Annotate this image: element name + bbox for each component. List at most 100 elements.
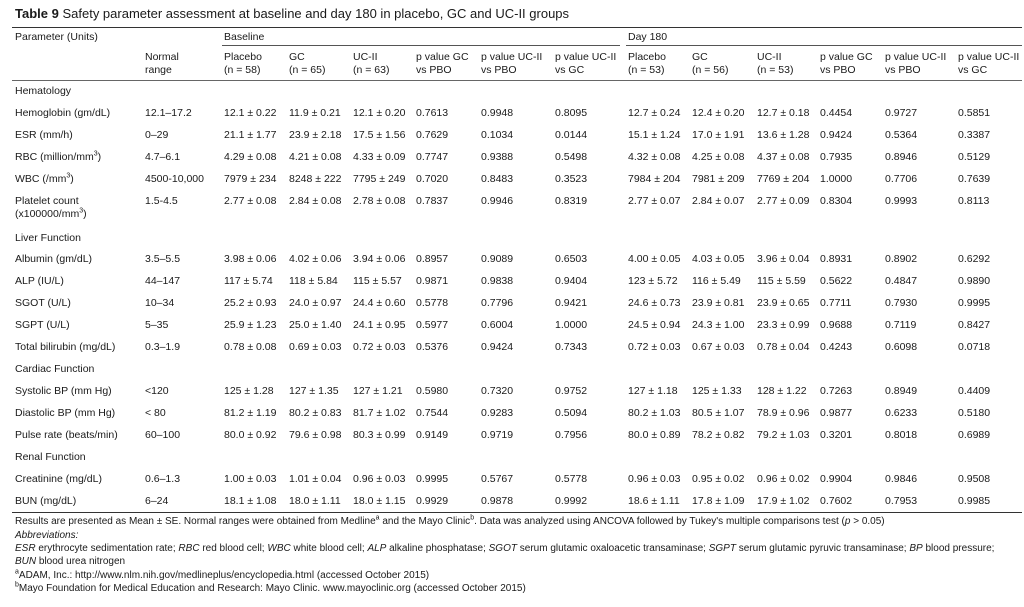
table-cell: 18.6 ± 1.11: [628, 495, 680, 507]
header-parameter: Parameter (Units): [15, 31, 98, 43]
column-header-line2: vs PBO: [481, 64, 517, 76]
table-cell: 0.96 ± 0.03: [628, 473, 681, 485]
column-header: UC-II (n = 63): [353, 51, 389, 77]
column-header-line1: UC-II: [757, 51, 782, 63]
table-cell: 24.1 ± 0.95: [353, 319, 406, 331]
abbrev-definition: erythrocyte sedimentation rate;: [35, 543, 179, 554]
table-cell: 115 ± 5.59: [757, 275, 806, 287]
table-cell: 0.9985: [958, 495, 991, 507]
table-cell: 0.5778: [416, 297, 449, 309]
section-heading: Renal Function: [15, 451, 86, 463]
row-normal-range: 12.1–17.2: [145, 107, 192, 119]
table-cell: 17.5 ± 1.56: [353, 129, 406, 141]
table-cell: 0.9149: [416, 429, 449, 441]
abbrev-definition: blood urea nitrogen: [36, 556, 126, 567]
row-normal-range: 5–35: [145, 319, 169, 331]
table-cell: 11.9 ± 0.21: [289, 107, 341, 119]
table-cell: 4.02 ± 0.06: [289, 253, 342, 265]
parameter-sup: 3: [79, 207, 84, 215]
table-cell: 0.6503: [555, 253, 588, 265]
column-header-line1: p value GC: [416, 51, 469, 63]
table-cell: 0.8931: [820, 253, 853, 265]
table-cell: 0.7953: [885, 495, 918, 507]
table-cell: 127 ± 1.18: [628, 385, 678, 397]
abbrev-definition: alkaline phosphatase;: [386, 543, 489, 554]
column-header-line1: Placebo: [628, 51, 666, 63]
table-cell: 24.6 ± 0.73: [628, 297, 681, 309]
day180-underline: [626, 45, 1022, 46]
table-cell: 0.7629: [416, 129, 449, 141]
table-cell: 117 ± 5.74: [224, 275, 273, 287]
parameter-name: Systolic BP (mm Hg): [15, 385, 112, 397]
row-parameter: Albumin (gm/dL): [15, 253, 92, 266]
table-cell: 78.9 ± 0.96: [757, 407, 810, 419]
parameter-name: Hemoglobin (gm/dL): [15, 107, 111, 119]
table-cell: 0.67 ± 0.03: [692, 341, 745, 353]
table-caption-label: Table 9: [15, 6, 59, 21]
table-cell: 12.1 ± 0.22: [224, 107, 277, 119]
table-cell: 18.0 ± 1.11: [289, 495, 341, 507]
column-header: GC (n = 65): [289, 51, 325, 77]
table-cell: 0.1034: [481, 129, 514, 141]
abbrev-definition: serum glutamic oxaloacetic transaminase;: [516, 543, 709, 554]
row-normal-range: 3.5–5.5: [145, 253, 181, 265]
table-cell: 128 ± 1.22: [757, 385, 807, 397]
table-cell: 0.7602: [820, 495, 853, 507]
table-cell: 7979 ± 234: [224, 173, 277, 185]
table-cell: 25.9 ± 1.23: [224, 319, 277, 331]
table-cell: 0.9719: [481, 429, 514, 441]
parameter-sup: 3: [93, 150, 98, 158]
column-header: p value GC vs PBO: [416, 51, 469, 77]
parameter-name: Diastolic BP (mm Hg): [15, 407, 116, 419]
column-header-line2: vs PBO: [416, 64, 452, 76]
table-cell: 80.2 ± 1.03: [628, 407, 681, 419]
table-cell: 24.3 ± 1.00: [692, 319, 745, 331]
table-cell: 2.77 ± 0.07: [628, 195, 681, 207]
table-cell: 0.8946: [885, 151, 918, 163]
table-cell: 0.9424: [481, 341, 514, 353]
table-cell: 2.77 ± 0.08: [224, 195, 277, 207]
footnote-ref-b: bMayo Foundation for Medical Education a…: [15, 581, 526, 594]
table-cell: 80.5 ± 1.07: [692, 407, 745, 419]
column-header: p value UC-II vs GC: [958, 51, 1019, 77]
table-cell: 0.9404: [555, 275, 588, 287]
table-cell: 0.8483: [481, 173, 514, 185]
table-cell: 116 ± 5.49: [692, 275, 741, 287]
table-cell: 23.9 ± 0.65: [757, 297, 810, 309]
table-cell: 79.6 ± 0.98: [289, 429, 342, 441]
abbrev-term: ESR: [15, 543, 36, 554]
table-cell: 0.72 ± 0.03: [353, 341, 406, 353]
table-cell: 4.03 ± 0.05: [692, 253, 745, 265]
table-cell: 24.5 ± 0.94: [628, 319, 681, 331]
abbrev-term: BP: [909, 543, 923, 554]
parameter-tail: ): [97, 151, 102, 163]
table-cell: 0.7020: [416, 173, 449, 185]
table-cell: 0.9089: [481, 253, 514, 265]
row-parameter: Total bilirubin (mg/dL): [15, 341, 115, 354]
parameter-name: WBC (/mm: [15, 173, 67, 185]
row-normal-range: < 80: [145, 407, 166, 419]
abbrev-term: SGOT: [488, 543, 517, 554]
table-cell: 7769 ± 204: [757, 173, 810, 185]
column-header-line1: p value UC-II: [555, 51, 617, 63]
row-normal-range: 10–34: [145, 297, 175, 309]
table-cell: 0.7639: [958, 173, 991, 185]
table-cell: 81.7 ± 1.02: [353, 407, 406, 419]
column-header-line2: (n = 58): [224, 64, 261, 76]
table-cell: 7795 ± 249: [353, 173, 406, 185]
table-cell: 0.4847: [885, 275, 918, 287]
row-parameter: Platelet count (x100000/mm3): [15, 195, 87, 221]
table-cell: 0.8304: [820, 195, 853, 207]
table-cell: 80.3 ± 0.99: [353, 429, 406, 441]
table-cell: 4.29 ± 0.08: [224, 151, 277, 163]
table-cell: 0.5980: [416, 385, 449, 397]
table-cell: 80.0 ± 0.92: [224, 429, 277, 441]
table-cell: 80.0 ± 0.89: [628, 429, 681, 441]
table-cell: 0.5851: [958, 107, 991, 119]
header-baseline: Baseline: [224, 31, 265, 43]
row-normal-range: 4500-10,000: [145, 173, 204, 185]
column-header-line2: (n = 53): [628, 64, 665, 76]
table-cell: 3.98 ± 0.06: [224, 253, 277, 265]
table-cell: 0.5129: [958, 151, 991, 163]
table-cell: 0.9752: [555, 385, 588, 397]
